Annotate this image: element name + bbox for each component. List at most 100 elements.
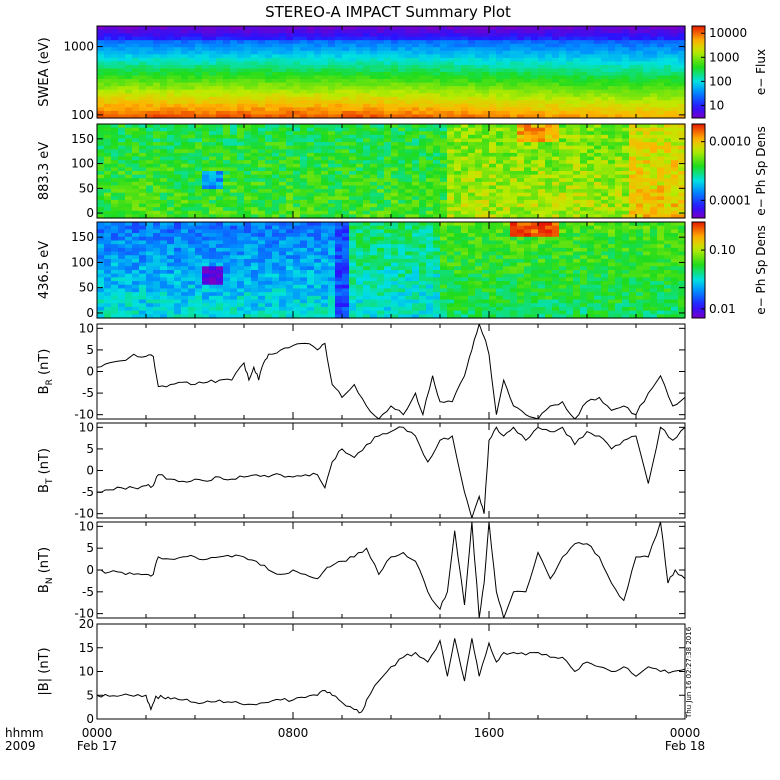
heatmap-cell	[356, 160, 364, 165]
heatmap-cell	[356, 167, 364, 172]
heatmap-cell	[230, 40, 238, 45]
heatmap-cell	[573, 207, 581, 212]
heatmap-cell	[188, 89, 196, 94]
heatmap-cell	[503, 160, 511, 165]
heatmap-cell	[104, 100, 112, 105]
heatmap-cell	[552, 36, 560, 41]
heatmap-cell	[664, 72, 672, 77]
heatmap-cell	[356, 75, 364, 80]
heatmap-cell	[601, 160, 609, 165]
heatmap-cell	[132, 314, 140, 319]
heatmap-cell	[307, 138, 315, 143]
heatmap-cell	[629, 93, 637, 98]
heatmap-cell	[531, 181, 539, 187]
heatmap-cell	[188, 107, 196, 112]
heatmap-cell	[482, 152, 490, 158]
heatmap-cell	[615, 64, 623, 70]
heatmap-cell	[678, 114, 686, 119]
heatmap-cell	[328, 156, 336, 161]
heatmap-cell	[293, 72, 301, 77]
heatmap-cell	[559, 72, 567, 77]
heatmap-cell	[594, 181, 602, 187]
heatmap-cell	[671, 61, 679, 66]
heatmap-cell	[237, 89, 245, 94]
heatmap-cell	[461, 43, 469, 48]
heatmap-cell	[356, 203, 364, 208]
heatmap-cell	[545, 156, 553, 161]
heatmap-cell	[412, 54, 420, 59]
heatmap-cell	[349, 199, 357, 205]
heatmap-cell	[202, 240, 210, 245]
heatmap-cell	[594, 178, 602, 183]
heatmap-cell	[251, 145, 259, 150]
heatmap-cell	[538, 124, 546, 129]
heatmap-cell	[216, 251, 224, 256]
heatmap-cell	[643, 174, 651, 179]
heatmap-cell	[335, 43, 343, 48]
heatmap-cell	[258, 43, 266, 48]
heatmap-cell	[300, 145, 308, 150]
heatmap-cell	[447, 210, 455, 215]
heatmap-cell	[580, 61, 588, 66]
heatmap-cell	[216, 181, 224, 187]
heatmap-cell	[454, 207, 462, 212]
heatmap-cell	[167, 288, 175, 293]
heatmap-cell	[118, 72, 126, 77]
heatmap-cell	[293, 189, 301, 194]
heatmap-cell	[321, 114, 329, 119]
heatmap-cell	[195, 262, 203, 267]
heatmap-cell	[174, 262, 182, 267]
heatmap-cell	[461, 64, 469, 70]
heatmap-cell	[251, 36, 259, 41]
heatmap-cell	[552, 100, 560, 105]
heatmap-cell	[643, 54, 651, 59]
heatmap-cell	[181, 251, 189, 256]
heatmap-cell	[615, 160, 623, 165]
heatmap-cell	[566, 178, 574, 183]
heatmap-cell	[489, 174, 497, 179]
heatmap-cell	[657, 26, 665, 31]
heatmap-cell	[265, 160, 273, 165]
heatmap-cell	[265, 203, 273, 208]
heatmap-cell	[153, 203, 161, 208]
heatmap-cell	[195, 142, 203, 147]
heatmap-cell	[461, 199, 469, 205]
heatmap-cell	[419, 174, 427, 179]
heatmap-cell	[258, 82, 266, 87]
heatmap-cell	[216, 171, 224, 176]
heatmap-cell	[174, 229, 182, 234]
heatmap-cell	[216, 281, 224, 286]
heatmap-cell	[433, 160, 441, 165]
heatmap-cell	[251, 89, 259, 94]
heatmap-cell	[216, 100, 224, 105]
heatmap-cell	[496, 43, 504, 48]
heatmap-cell	[244, 134, 252, 140]
heatmap-cell	[300, 47, 308, 52]
heatmap-cell	[314, 163, 322, 168]
heatmap-cell	[125, 163, 133, 168]
heatmap-cell	[251, 181, 259, 187]
heatmap-cell	[244, 171, 252, 176]
heatmap-cell	[328, 163, 336, 168]
heatmap-cell	[230, 299, 238, 304]
heatmap-cell	[510, 110, 518, 116]
heatmap-cell	[678, 167, 686, 172]
heatmap-cell	[384, 145, 392, 150]
heatmap-cell	[209, 47, 217, 52]
heatmap-cell	[139, 82, 147, 87]
heatmap-cell	[608, 64, 616, 70]
heatmap-cell	[293, 127, 301, 132]
heatmap-cell	[118, 181, 126, 187]
heatmap-cell	[594, 171, 602, 176]
heatmap-cell	[251, 57, 259, 62]
heatmap-cell	[664, 189, 672, 194]
heatmap-cell	[412, 199, 420, 205]
heatmap-cell	[230, 229, 238, 234]
heatmap-cell	[531, 160, 539, 165]
heatmap-cell	[475, 107, 483, 112]
heatmap-cell	[678, 110, 686, 116]
heatmap-cell	[132, 127, 140, 132]
heatmap-cell	[97, 93, 105, 98]
heatmap-cell	[531, 127, 539, 132]
heatmap-cell	[440, 61, 448, 66]
